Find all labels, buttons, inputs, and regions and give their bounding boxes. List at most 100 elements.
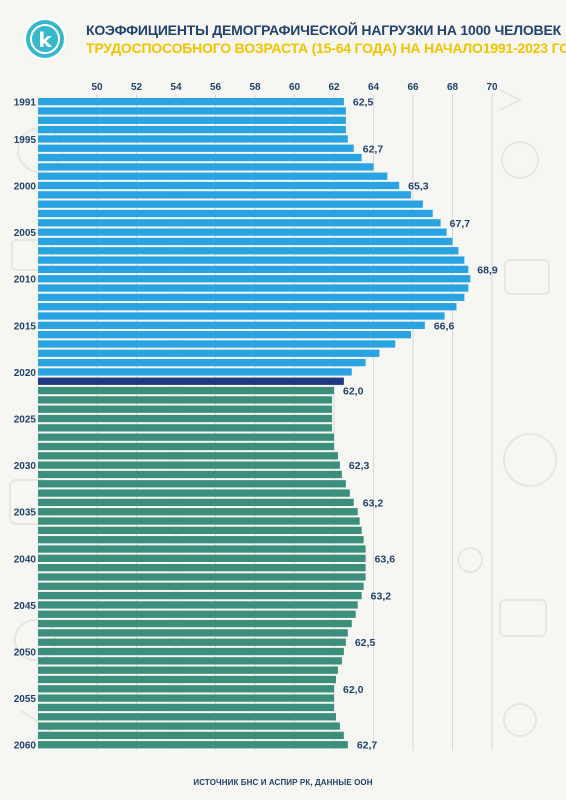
data-label: 62,0: [343, 386, 364, 398]
bar: [38, 265, 469, 274]
bar: [38, 424, 333, 432]
bar: [38, 181, 400, 190]
bar: [38, 731, 344, 740]
bar: [38, 703, 334, 712]
bar: [38, 722, 340, 730]
data-label: 63,2: [371, 591, 392, 603]
bar: [38, 340, 396, 348]
bar: [38, 275, 471, 283]
data-label: 68,9: [477, 264, 498, 276]
y-tick-label: 2035: [14, 508, 37, 519]
bar: [38, 247, 459, 255]
bar: [38, 312, 445, 320]
bar: [38, 433, 334, 441]
x-tick-label: 66: [407, 82, 419, 93]
bar: [38, 442, 334, 451]
bar: [38, 219, 441, 227]
chart-title-line2: ТРУДОСПОСОБНОГО ВОЗРАСТА (15-64 ГОДА) НА…: [86, 40, 566, 56]
x-tick-label: 56: [210, 82, 222, 93]
bar: [38, 386, 334, 395]
data-label: 62,0: [343, 684, 364, 696]
data-label: 65,3: [408, 181, 429, 193]
y-tick-label: 2000: [14, 182, 37, 193]
data-label: 62,3: [349, 460, 370, 472]
bar: [38, 508, 358, 516]
y-tick-label: 2015: [14, 321, 37, 332]
y-tick-label: 2010: [14, 275, 37, 286]
data-label: 67,7: [450, 218, 471, 230]
bar: [38, 526, 362, 535]
bar: [38, 452, 338, 460]
chart-title-line1: КОЭФФИЦИЕНТЫ ДЕМОГРАФИЧЕСКОЙ НАГРУЗКИ НА…: [86, 22, 561, 38]
bar: [38, 256, 465, 264]
logo-letter: k: [30, 24, 60, 54]
bar: [38, 405, 333, 413]
y-tick-label: 2040: [14, 554, 37, 565]
bar: [38, 591, 362, 600]
data-label: 63,6: [375, 553, 396, 565]
x-tick-label: 54: [170, 82, 182, 93]
bar: [38, 107, 346, 115]
bar: [38, 209, 433, 218]
bar: [38, 98, 344, 106]
y-tick-label: 2025: [14, 415, 37, 426]
bar: [38, 545, 366, 553]
bar: [38, 647, 344, 656]
source-note: ИСТОЧНИК БНС И АСПИР РК, ДАННЫЕ ООН: [193, 778, 373, 787]
x-tick-label: 52: [131, 82, 143, 93]
bar: [38, 498, 354, 507]
bar: [38, 629, 348, 637]
bar: [38, 321, 425, 329]
bar: [38, 191, 412, 199]
x-tick-label: 70: [486, 82, 498, 93]
x-tick-label: 68: [447, 82, 459, 93]
bar: [38, 284, 469, 292]
bar: [38, 517, 360, 525]
bar: [38, 135, 348, 143]
bar: [38, 619, 352, 628]
bar: [38, 489, 350, 497]
y-tick-label: 2045: [14, 601, 37, 612]
bar: [38, 377, 344, 385]
bar: [38, 172, 388, 180]
y-tick-label: 2020: [14, 368, 37, 379]
y-tick-label: 2030: [14, 461, 37, 472]
x-tick-label: 60: [289, 82, 301, 93]
brand-logo: k: [23, 17, 67, 61]
bar: [38, 116, 346, 124]
header: k КОЭФФИЦИЕНТЫ ДЕМОГРАФИЧЕСКОЙ НАГРУЗКИ …: [0, 0, 566, 72]
data-label: 62,7: [363, 143, 384, 155]
bar: [38, 358, 366, 367]
bar: [38, 657, 342, 665]
data-label: 62,5: [355, 637, 376, 649]
bar: [38, 125, 346, 134]
bar: [38, 610, 356, 618]
x-tick-label: 50: [91, 82, 103, 93]
bar: [38, 414, 333, 423]
bar: [38, 554, 366, 562]
y-tick-label: 2060: [14, 741, 37, 752]
bar: [38, 713, 336, 721]
bar: [38, 461, 340, 469]
data-label: 66,6: [434, 320, 455, 332]
bar: [38, 582, 364, 590]
data-label: 63,2: [363, 497, 384, 509]
bar: [38, 368, 352, 376]
x-tick-label: 62: [328, 82, 340, 93]
y-tick-label: 2050: [14, 648, 37, 659]
bar: [38, 638, 346, 646]
bar: [38, 480, 346, 488]
bar: [38, 470, 342, 479]
x-tick-label: 64: [368, 82, 380, 93]
bar: [38, 536, 364, 544]
bar: [38, 741, 348, 749]
bar: [38, 228, 447, 236]
bar: [38, 293, 465, 302]
data-label: 62,5: [353, 97, 374, 109]
x-tick-label: 58: [249, 82, 261, 93]
bar: [38, 675, 336, 684]
bar: [38, 349, 380, 357]
bar: [38, 601, 358, 609]
data-label: 62,7: [357, 740, 378, 752]
